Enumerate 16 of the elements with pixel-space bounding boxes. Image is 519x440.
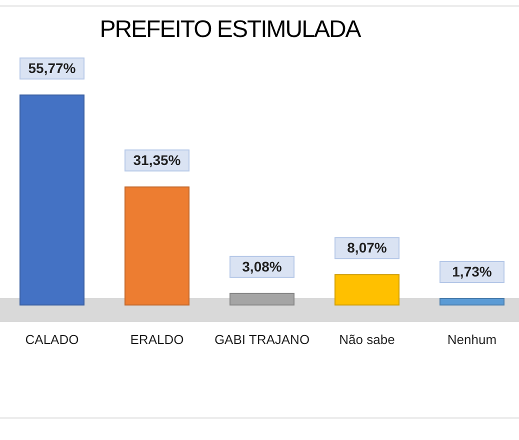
chart-title: PREFEITO ESTIMULADA (100, 16, 362, 43)
bar (440, 298, 504, 306)
x-tick-label: Nenhum (447, 332, 497, 347)
data-label: 31,35% (133, 152, 182, 168)
data-label: 8,07% (347, 240, 388, 256)
bar (20, 94, 84, 306)
x-tick-label: ERALDO (130, 332, 184, 347)
x-tick-label: Não sabe (339, 332, 395, 347)
x-tick-label: CALADO (25, 332, 79, 347)
bar (124, 186, 190, 306)
bar (334, 274, 400, 306)
bar (230, 292, 294, 306)
data-label: 3,08% (242, 258, 282, 274)
x-tick-label: GABI TRAJANO (214, 332, 310, 347)
data-label: 55,77% (28, 60, 76, 76)
data-label: 1,73% (452, 263, 492, 280)
